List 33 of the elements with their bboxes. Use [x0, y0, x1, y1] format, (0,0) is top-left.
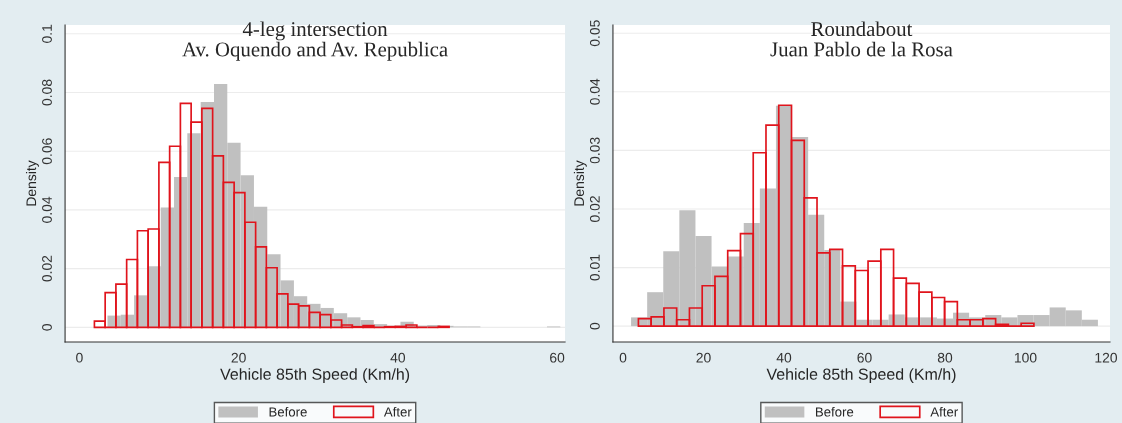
y-tick-label: 0.02	[42, 255, 52, 282]
legend-label: After	[383, 406, 412, 417]
y-tick-label: 0	[42, 324, 52, 331]
y-tick-label: 0.04	[589, 78, 600, 105]
legend-label: Before	[269, 406, 307, 417]
x-tick-label: 60	[550, 352, 565, 363]
y-tick-label: 0.04	[42, 196, 52, 223]
y-tick-label: 0.08	[42, 79, 52, 106]
y-axis-title: Density	[25, 160, 39, 206]
x-tick-label: 0	[619, 352, 627, 363]
x-tick-label: 40	[776, 352, 792, 363]
x-tick-label: 20	[231, 352, 246, 363]
x-tick-label: 40	[390, 352, 406, 363]
x-tick-label: 20	[696, 352, 711, 363]
x-tick-label: 0	[76, 352, 83, 363]
chart-title: 4-leg intersection Av. Oquendo and Av. Republica	[182, 21, 448, 61]
y-tick-label: 0.1	[42, 24, 52, 43]
x-tick-label: 80	[937, 352, 953, 363]
x-tick-label: 100	[1014, 352, 1037, 363]
y-tick-label: 0.03	[589, 137, 600, 164]
x-axis-title: Vehicle 85th Speed (Km/h)	[220, 368, 410, 384]
y-tick-label: 0.05	[589, 20, 600, 47]
x-axis-title: Vehicle 85th Speed (Km/h)	[766, 368, 956, 384]
y-tick-label: 0.01	[589, 254, 600, 281]
x-tick-label: 120	[1095, 352, 1118, 363]
y-tick-label: 0.02	[589, 196, 600, 222]
chart-title: Roundabout Juan Pablo de la Rosa	[770, 21, 953, 57]
legend-label: After	[930, 406, 958, 417]
y-axis-title: Density	[573, 160, 587, 206]
y-tick-label: 0	[589, 322, 600, 330]
y-tick-label: 0.06	[42, 138, 52, 165]
x-tick-label: 60	[857, 352, 872, 363]
legend-label: Before	[815, 406, 854, 417]
